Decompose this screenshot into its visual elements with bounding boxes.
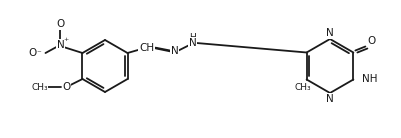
Text: O: O bbox=[63, 82, 71, 92]
Text: O: O bbox=[28, 48, 36, 58]
Text: N: N bbox=[57, 40, 64, 50]
Text: O: O bbox=[57, 19, 65, 29]
Text: ⁻: ⁻ bbox=[36, 50, 41, 59]
Text: N: N bbox=[326, 28, 334, 38]
Text: O: O bbox=[367, 35, 375, 46]
Text: N: N bbox=[188, 38, 196, 48]
Text: N: N bbox=[171, 46, 178, 56]
Text: N: N bbox=[326, 94, 334, 104]
Text: +: + bbox=[63, 37, 69, 42]
Text: H: H bbox=[189, 33, 196, 42]
Text: NH: NH bbox=[363, 75, 378, 84]
Text: CH₃: CH₃ bbox=[31, 83, 48, 91]
Text: CH₃: CH₃ bbox=[294, 83, 311, 92]
Text: CH: CH bbox=[139, 43, 154, 53]
